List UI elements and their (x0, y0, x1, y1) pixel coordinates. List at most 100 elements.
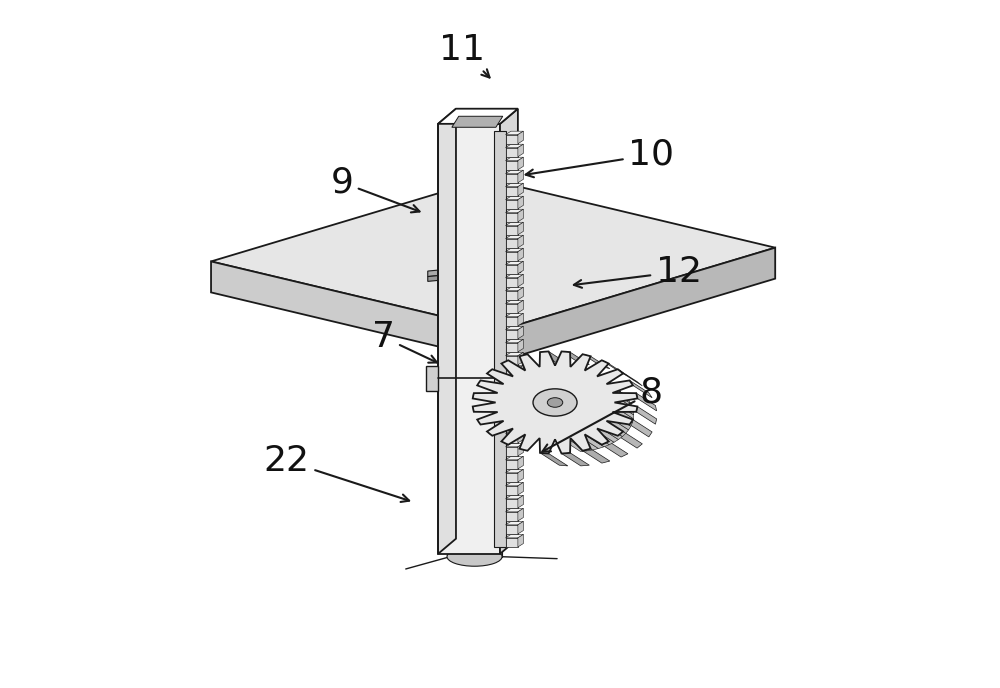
Polygon shape (506, 395, 518, 404)
Polygon shape (518, 443, 523, 456)
Polygon shape (518, 378, 523, 391)
Polygon shape (506, 239, 518, 248)
Polygon shape (540, 352, 568, 365)
Polygon shape (518, 275, 523, 287)
Text: 12: 12 (574, 255, 702, 289)
Polygon shape (613, 395, 633, 411)
Polygon shape (438, 109, 518, 124)
Polygon shape (506, 303, 518, 313)
Polygon shape (494, 131, 506, 547)
Polygon shape (506, 391, 523, 395)
Polygon shape (211, 179, 775, 330)
Polygon shape (518, 313, 523, 326)
Polygon shape (500, 248, 775, 361)
Polygon shape (428, 268, 521, 281)
Polygon shape (506, 339, 523, 343)
Polygon shape (518, 391, 523, 404)
Polygon shape (506, 382, 518, 391)
Polygon shape (583, 449, 610, 463)
Polygon shape (506, 148, 518, 157)
Polygon shape (518, 352, 523, 365)
Polygon shape (613, 407, 633, 422)
Text: 11: 11 (439, 32, 490, 78)
Polygon shape (518, 196, 523, 208)
Polygon shape (518, 131, 523, 144)
Polygon shape (506, 473, 518, 482)
Text: 22: 22 (264, 444, 409, 502)
Polygon shape (473, 352, 637, 453)
Polygon shape (618, 431, 642, 448)
Polygon shape (506, 443, 523, 447)
Polygon shape (506, 209, 523, 213)
Polygon shape (426, 366, 438, 391)
Polygon shape (602, 442, 628, 457)
Polygon shape (506, 405, 523, 408)
Polygon shape (506, 447, 518, 456)
Polygon shape (562, 352, 589, 365)
Polygon shape (518, 508, 523, 521)
Polygon shape (506, 495, 523, 499)
Polygon shape (518, 235, 523, 248)
Polygon shape (506, 418, 523, 421)
Polygon shape (595, 375, 618, 390)
Polygon shape (540, 453, 568, 466)
Polygon shape (518, 326, 523, 339)
Polygon shape (579, 434, 604, 449)
Polygon shape (506, 265, 518, 274)
Polygon shape (518, 209, 523, 222)
Polygon shape (428, 262, 521, 277)
Polygon shape (506, 186, 518, 196)
Polygon shape (583, 354, 610, 369)
Polygon shape (506, 313, 523, 316)
Polygon shape (506, 200, 518, 208)
Polygon shape (595, 427, 618, 442)
Ellipse shape (533, 389, 577, 416)
Polygon shape (506, 512, 518, 521)
Polygon shape (500, 109, 518, 554)
Polygon shape (518, 144, 523, 157)
Polygon shape (602, 361, 628, 376)
Polygon shape (612, 391, 632, 407)
Polygon shape (518, 431, 523, 443)
Polygon shape (518, 261, 523, 274)
Polygon shape (506, 525, 518, 534)
Polygon shape (506, 248, 523, 252)
Polygon shape (630, 420, 652, 437)
Polygon shape (447, 548, 502, 557)
Polygon shape (506, 183, 523, 186)
Polygon shape (518, 183, 523, 196)
Polygon shape (506, 226, 518, 235)
Polygon shape (614, 398, 634, 415)
Polygon shape (573, 367, 598, 381)
Polygon shape (590, 373, 614, 387)
Polygon shape (506, 222, 523, 226)
Polygon shape (607, 418, 629, 433)
Text: 9: 9 (330, 165, 420, 213)
Polygon shape (506, 431, 523, 434)
Polygon shape (506, 173, 518, 183)
Polygon shape (518, 222, 523, 235)
Polygon shape (506, 421, 518, 430)
Polygon shape (506, 408, 518, 417)
Polygon shape (618, 369, 642, 386)
Polygon shape (506, 499, 518, 508)
Polygon shape (506, 369, 518, 378)
Polygon shape (506, 252, 518, 261)
Polygon shape (506, 288, 523, 291)
Ellipse shape (547, 398, 563, 407)
Polygon shape (506, 378, 523, 382)
Polygon shape (585, 371, 609, 385)
Polygon shape (518, 418, 523, 430)
Polygon shape (506, 535, 523, 538)
Polygon shape (609, 414, 631, 430)
Polygon shape (506, 170, 523, 173)
Polygon shape (506, 316, 518, 326)
Polygon shape (506, 343, 518, 352)
Polygon shape (506, 456, 523, 460)
Polygon shape (211, 261, 500, 361)
Polygon shape (518, 469, 523, 482)
Polygon shape (599, 424, 622, 440)
Polygon shape (518, 288, 523, 300)
Polygon shape (567, 438, 593, 451)
Polygon shape (518, 157, 523, 170)
